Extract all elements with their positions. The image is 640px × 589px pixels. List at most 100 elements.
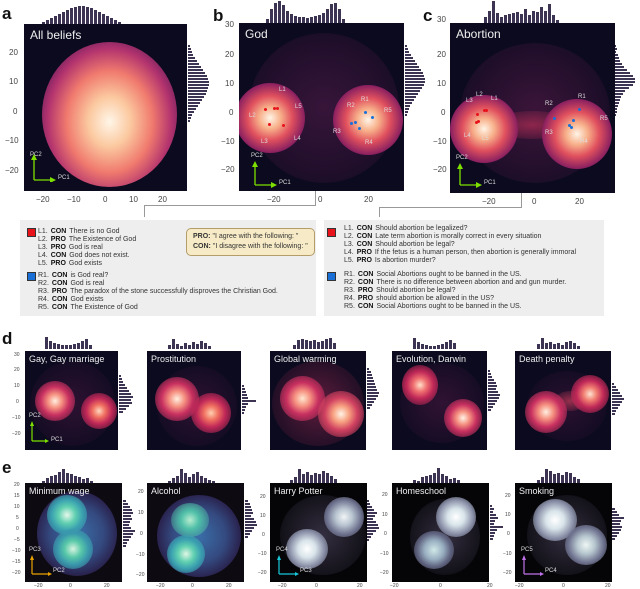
ytick: 0 [140, 531, 143, 537]
density-cluster [402, 365, 438, 405]
plot-title-a: All beliefs [30, 28, 82, 42]
xtick: −20 [267, 195, 281, 204]
left-cluster-swatch [327, 228, 336, 237]
connector-line [315, 191, 316, 205]
xtick: 10 [129, 195, 138, 204]
pc-axes-arrow-icon [522, 555, 544, 576]
density-right-cluster [333, 85, 403, 155]
xtick: 0 [315, 583, 318, 589]
ytick: 10 [437, 79, 446, 88]
ytick: −20 [258, 570, 267, 576]
label-l4: L4 [294, 136, 301, 142]
point-l3 [476, 113, 479, 116]
density-right-cluster [542, 99, 612, 169]
histogram-right-b [405, 45, 425, 116]
xtick: 20 [104, 583, 110, 589]
density-cluster [525, 391, 567, 433]
ytick: 10 [225, 79, 234, 88]
statement-row: R2. CON There is no difference between abo… [344, 279, 567, 286]
plot-harry-potter: Harry Potter PC4 PC3 [270, 483, 367, 582]
connector-line [144, 205, 316, 206]
plot-gay-marriage: Gay, Gay marriage PC2 PC1 [25, 351, 118, 450]
point-l4 [282, 124, 285, 127]
plot-title-b: God [245, 27, 268, 41]
density-cluster [47, 495, 87, 535]
histogram-right [612, 383, 624, 415]
point-l1 [485, 109, 488, 112]
xtick: 0 [69, 583, 72, 589]
scatter-god: God L1 L2 L3 L4 L5 R1 R2 R3 R4 R5 PC2 PC… [239, 23, 404, 191]
ytick: 10 [9, 77, 18, 86]
statement-row: R3. PRO Should abortion be legal? [344, 287, 456, 294]
panel-letter-b: b [213, 6, 224, 25]
xtick: 20 [364, 195, 373, 204]
ytick: −20 [503, 570, 512, 576]
statement-row: L2. CON Late term abortion is morally corr… [344, 233, 542, 240]
xtick: −20 [278, 583, 287, 589]
panel-letter-c: c [423, 6, 433, 25]
plot-title: Minimum wage [29, 486, 90, 496]
ytick: 20 [225, 50, 234, 59]
histogram-right-c [615, 45, 635, 116]
xtick: −10 [67, 195, 81, 204]
ytick: −20 [5, 166, 19, 175]
statement-row: L5. PRO Is abortion murder? [344, 257, 436, 264]
xtick: −20 [515, 583, 524, 589]
histogram-right [367, 500, 379, 541]
statement-row: R1. CON is God real? [38, 272, 109, 279]
ytick: 5 [16, 515, 19, 521]
label-l3: L3 [466, 98, 473, 104]
plot-title: Alcohol [151, 486, 181, 496]
xtick: 0 [532, 197, 537, 206]
axis-label-pc4: PC4 [276, 547, 288, 553]
xtick: 20 [605, 583, 611, 589]
pc-axes-arrow-icon [252, 161, 277, 188]
axis-label-pc2: PC2 [30, 152, 42, 158]
histogram-top-c [484, 1, 559, 23]
histogram-top [537, 469, 580, 483]
panel-letter-a: a [2, 4, 12, 23]
plot-evolution-darwin: Evolution, Darwin [392, 351, 487, 450]
right-cluster-swatch [327, 272, 336, 281]
label-r4: R4 [365, 140, 373, 146]
histogram-top [293, 338, 336, 349]
statement-row: R5. CON The Existence of God [38, 304, 138, 311]
plot-title: Death penalty [519, 354, 575, 364]
density-cluster [286, 529, 328, 569]
ytick: −5 [14, 537, 20, 543]
ytick: 15 [14, 493, 20, 499]
plot-death-penalty: Death penalty [515, 351, 611, 450]
ytick: −15 [12, 559, 21, 565]
ytick: −20 [12, 431, 21, 437]
ytick: 20 [14, 482, 20, 488]
xtick: −20 [34, 583, 43, 589]
statement-row: L4. PRO If the fetus is a human person, th… [344, 249, 577, 256]
density-cluster [318, 391, 364, 437]
histogram-top-b [266, 1, 345, 23]
ytick: 0 [13, 107, 18, 116]
statement-row: R4. CON God exists [38, 296, 104, 303]
statement-row: L3. PRO God is real [38, 244, 103, 251]
ytick: 10 [382, 512, 388, 518]
ytick: −20 [136, 572, 145, 578]
scatter-abortion: Abortion L1 L2 L3 L4 L5 R1 R2 R3 R4 R5 P… [450, 23, 615, 193]
histogram-right [242, 385, 256, 414]
right-cluster-swatch [27, 272, 36, 281]
ytick: −10 [12, 415, 21, 421]
plot-title-c: Abortion [456, 27, 501, 41]
label-r3: R3 [333, 129, 341, 135]
axis-label-pc5: PC5 [521, 547, 533, 553]
label-l2: L2 [249, 113, 256, 119]
density-cluster [444, 399, 482, 437]
xtick: −20 [482, 197, 496, 206]
plot-minimum-wage: Minimum wage PC3 PC2 [25, 483, 122, 582]
point-r5 [572, 119, 575, 122]
plot-smoking: Smoking PC5 PC4 [515, 483, 612, 582]
ytick: −10 [258, 551, 267, 557]
label-l4: L4 [464, 133, 471, 139]
abortion-statements-box: L1. CON Should abortion be legalized? L2. C… [324, 220, 604, 316]
histogram-right [123, 500, 135, 547]
xtick: 20 [487, 583, 493, 589]
statement-row: R1. CON Social Abortions ought to be banne… [344, 271, 522, 278]
statement-row: R4. PRO should abortion be allowed in the … [344, 295, 494, 302]
